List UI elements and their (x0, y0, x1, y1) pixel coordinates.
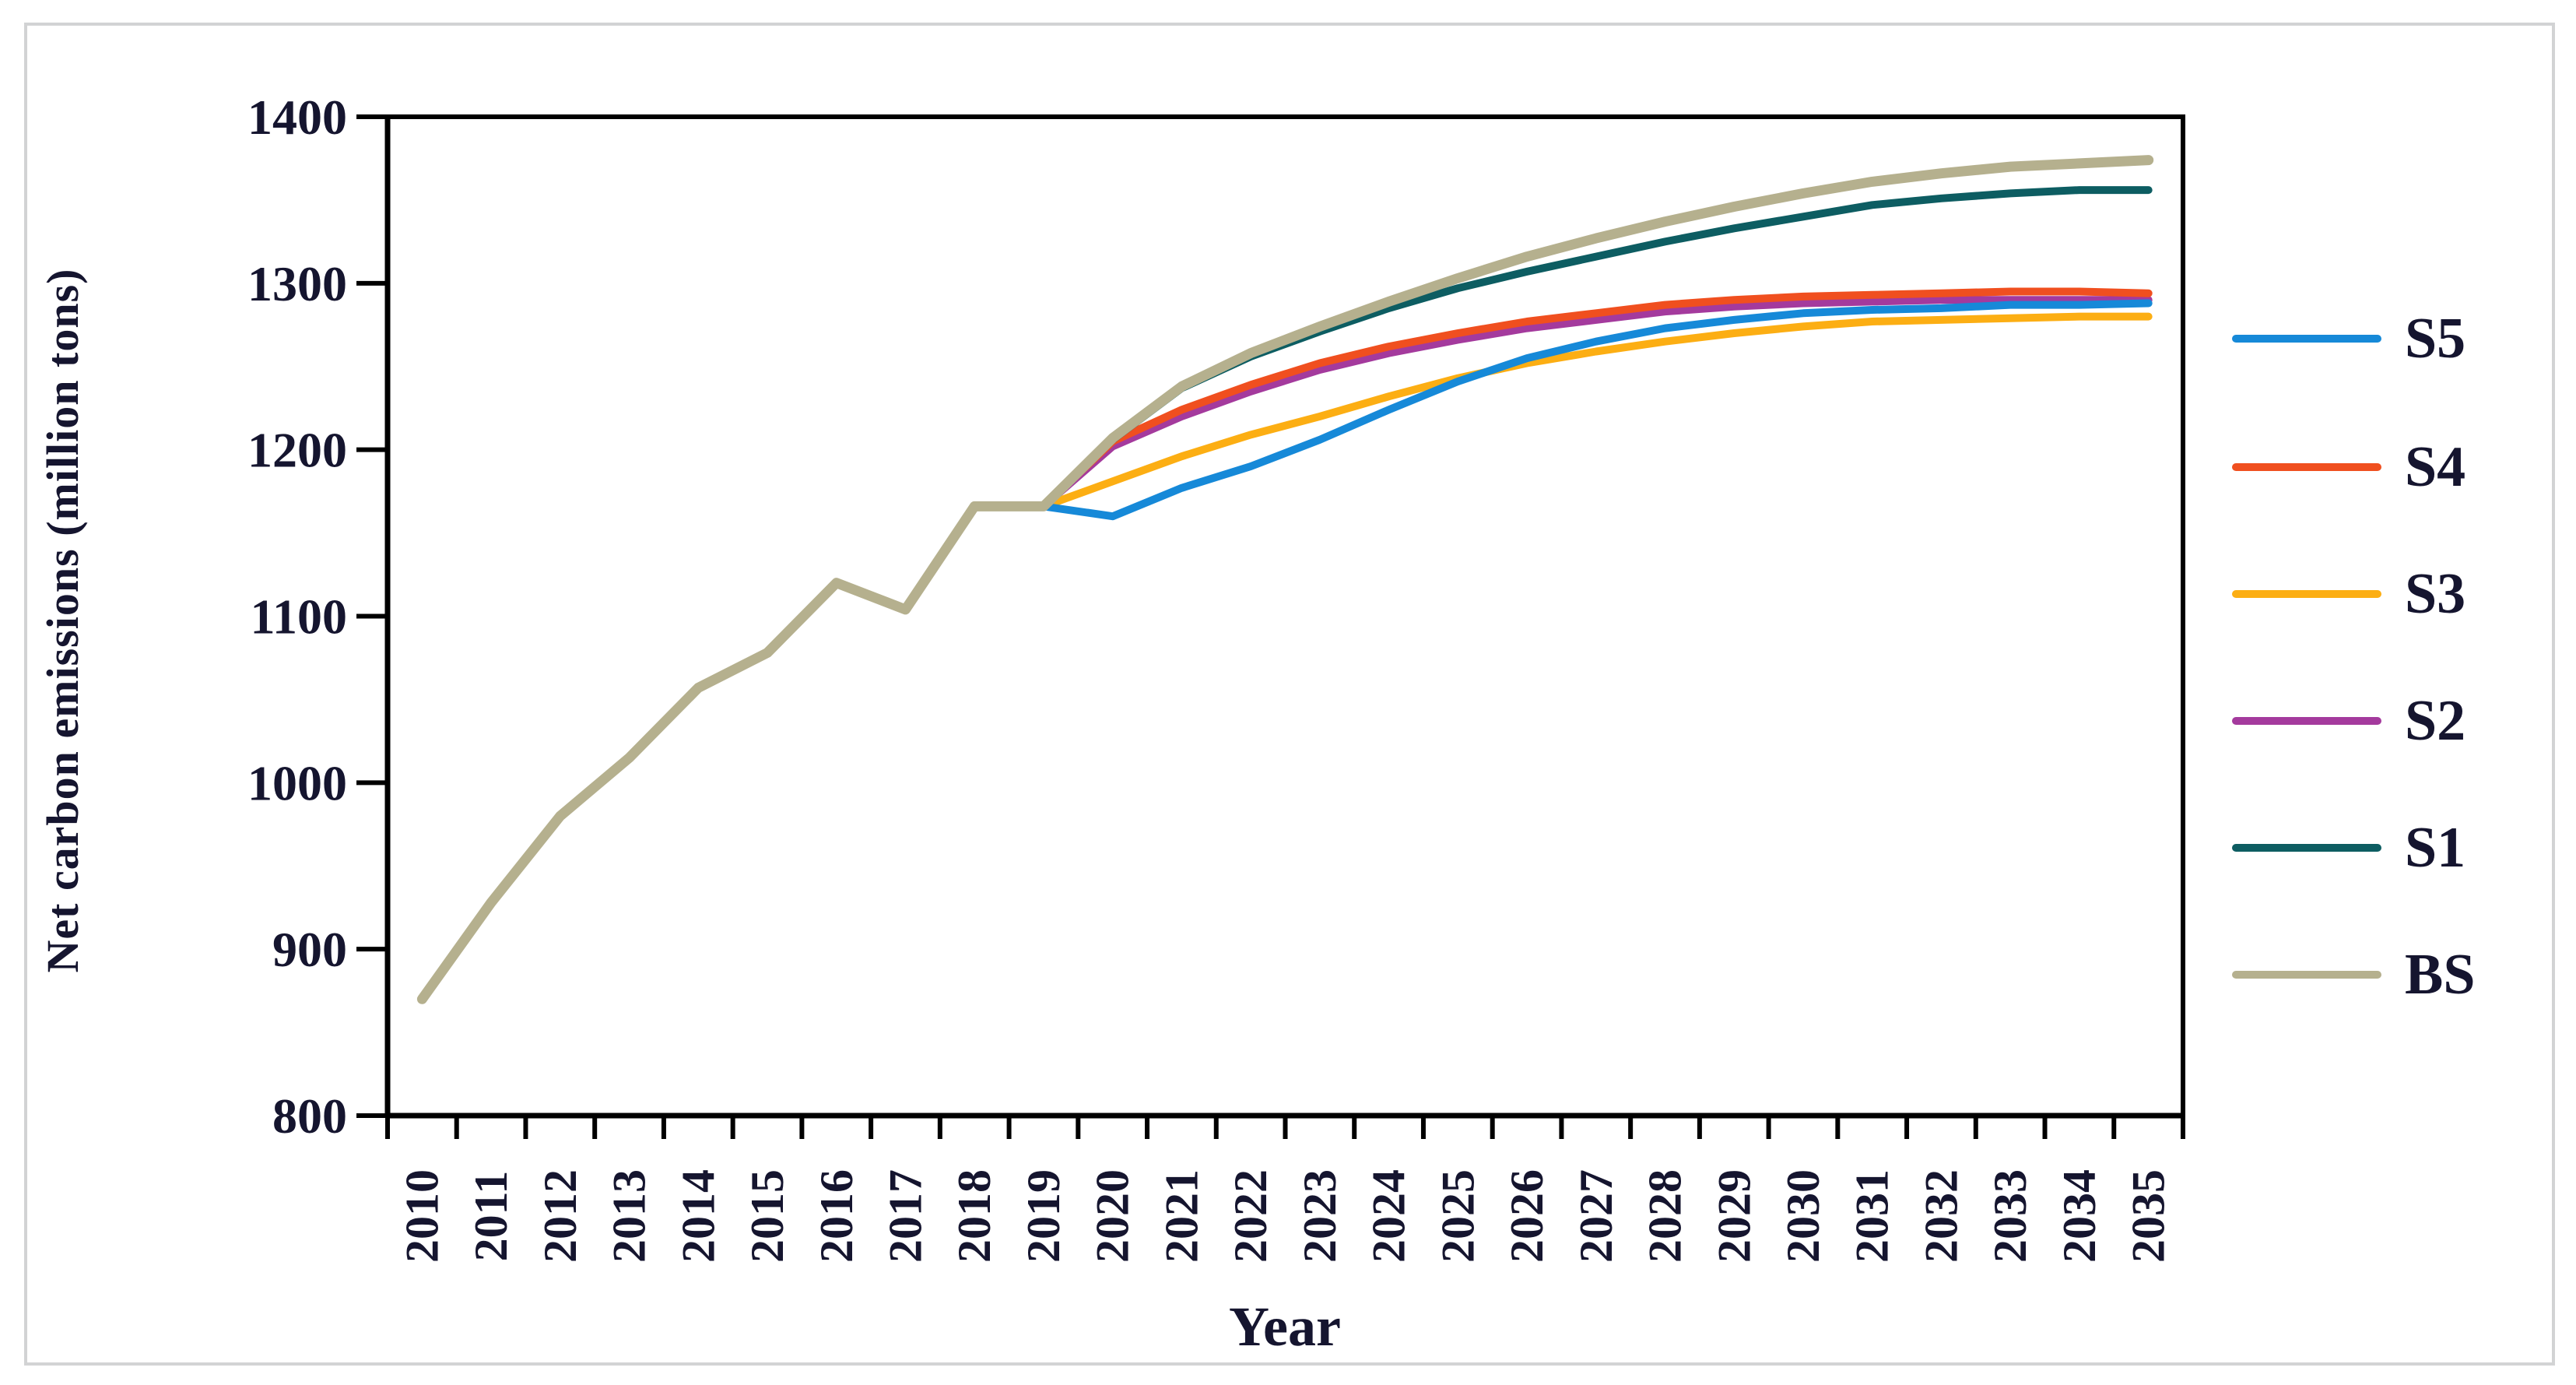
y-tick-label: 900 (272, 922, 347, 977)
x-tick-label: 2010 (396, 1169, 447, 1263)
x-tick-label: 2017 (880, 1169, 932, 1263)
x-tick-label: 2027 (1571, 1169, 1622, 1263)
legend-label-s2: S2 (2405, 689, 2466, 753)
x-tick-label: 2031 (1847, 1169, 1898, 1263)
legend-item-s5: S5 (2232, 308, 2465, 370)
legend-label-s1: S1 (2405, 816, 2466, 880)
x-tick-label: 2020 (1087, 1169, 1139, 1263)
x-tick-label: 2015 (742, 1169, 793, 1263)
x-tick-label: 2018 (949, 1169, 1000, 1263)
series-line-s5 (1040, 299, 2153, 521)
x-tick-label: 2035 (2123, 1169, 2174, 1263)
series-line-s4 (1040, 287, 2153, 511)
x-tick-label: 2023 (1294, 1169, 1346, 1263)
x-tick-label: 2032 (1915, 1169, 1967, 1263)
legend-item-s4: S4 (2232, 436, 2465, 498)
x-tick-label: 2011 (465, 1171, 517, 1262)
y-tick-label: 1400 (247, 90, 347, 145)
x-tick-label: 2025 (1432, 1169, 1483, 1263)
x-tick-label: 2022 (1225, 1169, 1276, 1263)
x-tick-label: 2034 (2054, 1169, 2105, 1263)
legend-item-bs: BS (2232, 944, 2476, 1006)
legend-swatch-s3 (2232, 590, 2381, 598)
x-tick-label: 2024 (1363, 1169, 1415, 1263)
legend-item-s2: S2 (2232, 690, 2465, 752)
x-tick-label: 2014 (672, 1169, 724, 1263)
y-tick-label: 1200 (247, 423, 347, 478)
y-tick-label: 1100 (251, 589, 347, 645)
chart-legend: S5 S4 S3 S2 S1 BS (2232, 0, 2567, 1385)
y-tick-label: 1000 (247, 755, 347, 810)
legend-swatch-s4 (2232, 463, 2381, 471)
x-tick-label: 2013 (604, 1169, 655, 1263)
legend-swatch-s5 (2232, 335, 2381, 343)
x-tick-label: 2021 (1156, 1169, 1207, 1263)
legend-label-s5: S5 (2405, 307, 2466, 371)
legend-swatch-bs (2232, 971, 2381, 979)
x-tick-label: 2019 (1018, 1169, 1069, 1263)
y-tick-label: 1300 (247, 256, 347, 311)
y-axis-title: Net carbon emissions (million tons) (37, 268, 88, 973)
legend-item-s3: S3 (2232, 563, 2465, 625)
legend-label-s3: S3 (2405, 562, 2466, 626)
x-axis-title: Year (1229, 1295, 1341, 1358)
x-tick-label: 2028 (1640, 1169, 1691, 1263)
legend-swatch-s2 (2232, 717, 2381, 725)
series-line-s2 (1040, 296, 2153, 511)
legend-swatch-s1 (2232, 844, 2381, 852)
y-tick-label: 800 (272, 1088, 347, 1144)
x-tick-label: 2030 (1778, 1169, 1829, 1263)
x-tick-label: 2012 (535, 1169, 586, 1263)
x-tick-label: 2016 (811, 1169, 862, 1263)
x-tick-label: 2026 (1501, 1169, 1553, 1263)
x-tick-label: 2029 (1708, 1169, 1760, 1263)
x-tick-label: 2033 (1985, 1169, 2036, 1263)
series-line-bs (416, 155, 2154, 1004)
legend-item-s1: S1 (2232, 817, 2465, 879)
legend-label-bs: BS (2405, 943, 2476, 1007)
series-line-s3 (1040, 312, 2153, 511)
legend-label-s4: S4 (2405, 435, 2466, 499)
